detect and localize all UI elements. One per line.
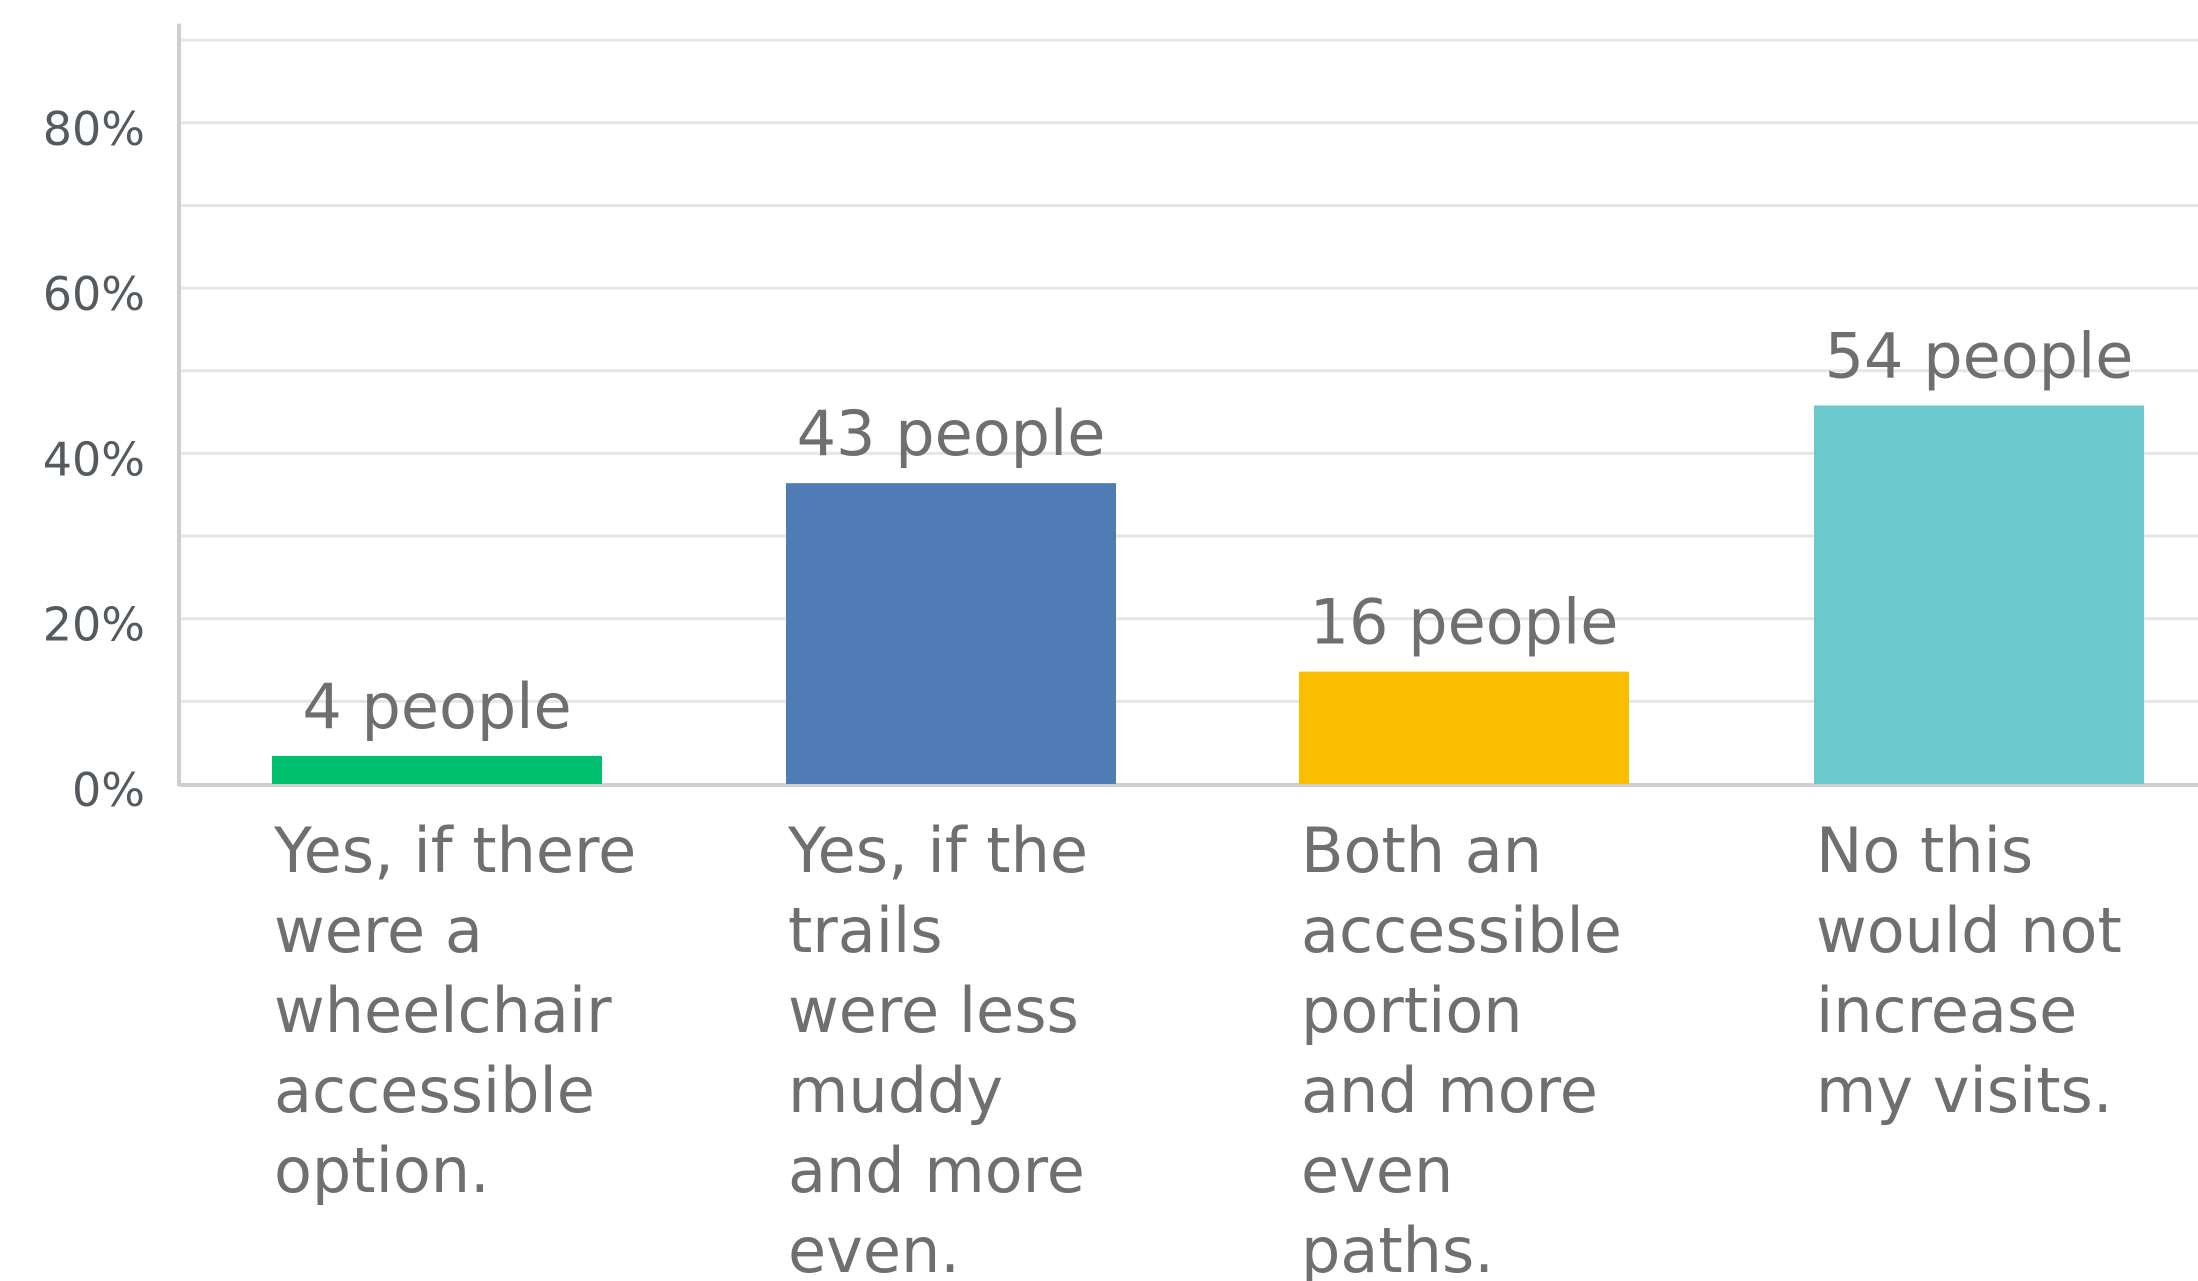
y-tick-label: 80%	[43, 102, 145, 156]
bar	[1299, 671, 1629, 784]
bar-data-label: 43 people	[797, 397, 1106, 470]
bar	[786, 483, 1116, 784]
y-tick-label: 60%	[43, 267, 145, 321]
x-category-label: No this would not increase my visits.	[1816, 814, 2122, 1127]
x-category-label: Yes, if the trails were less muddy and more e…	[787, 814, 1088, 1281]
y-tick-label: 0%	[72, 763, 145, 817]
y-tick-labels: 0% 20% 40% 60% 80%	[43, 102, 145, 817]
y-tick-label: 40%	[43, 432, 145, 486]
x-category-label: Both an accessible portion and more even path…	[1301, 814, 1622, 1281]
gridlines	[179, 38, 2198, 703]
category-labels: Yes, if there were a wheelchair accessible o…	[273, 814, 2122, 1281]
axes	[177, 23, 2198, 787]
y-tick-label: 20%	[43, 598, 145, 652]
bar-data-label: 16 people	[1310, 586, 1619, 659]
bar	[1814, 405, 2144, 784]
bar-data-label: 4 people	[302, 670, 571, 743]
bars	[272, 405, 2144, 784]
x-category-label: Yes, if there were a wheelchair accessible o…	[273, 814, 636, 1207]
data-labels: 4 people 43 people 16 people 54 people	[302, 319, 2133, 742]
bar-data-label: 54 people	[1825, 319, 2134, 392]
bar	[272, 755, 602, 784]
